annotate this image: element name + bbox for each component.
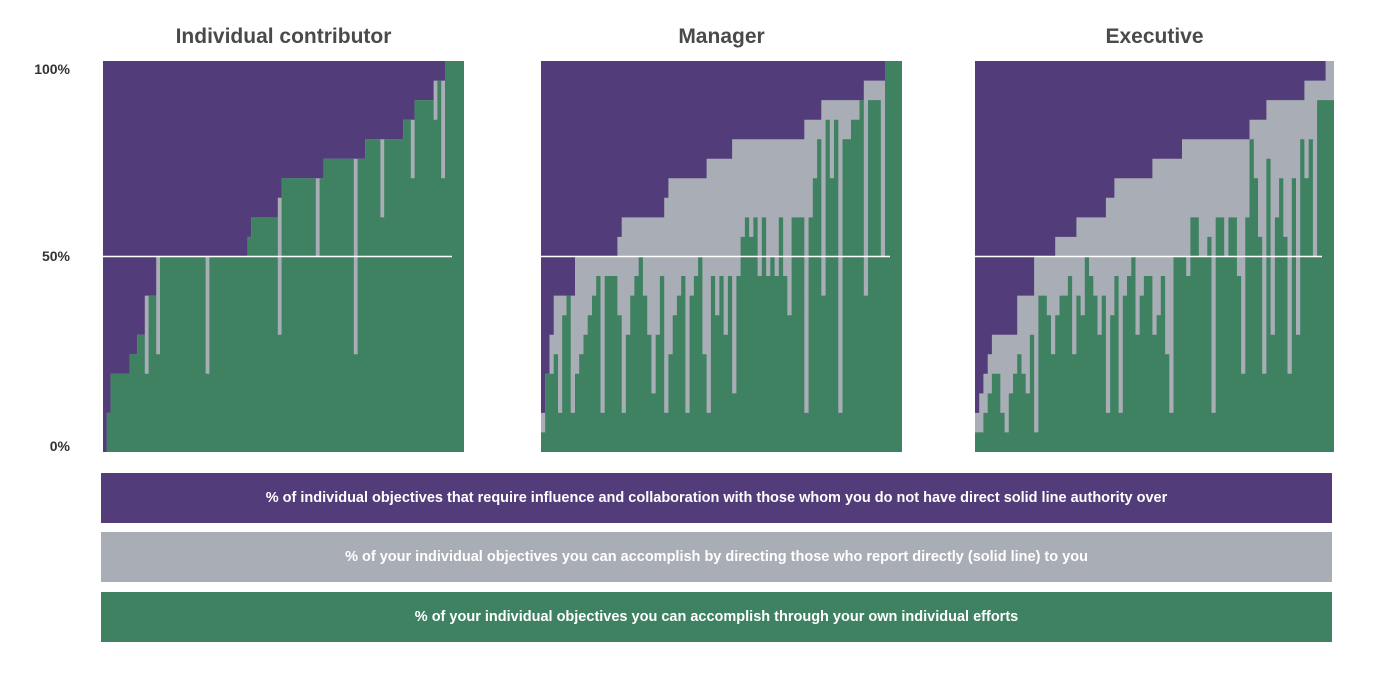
chart-panel-manager (541, 61, 902, 452)
y-tick-label-0: 0% (49, 438, 70, 454)
legend-bar-individual: % of your individual objectives you can … (101, 592, 1332, 642)
legend-bar-influence: % of individual objectives that require … (101, 473, 1332, 523)
legend-label-direct-reports: % of your individual objectives you can … (345, 549, 1088, 565)
legend-label-individual: % of your individual objectives you can … (414, 609, 1019, 625)
chart-title-individual-contributor: Individual contributor (175, 25, 392, 48)
y-tick-label-50: 50% (41, 248, 70, 264)
legend-label-influence: % of individual objectives that require … (265, 490, 1168, 506)
chart-title-manager: Manager (678, 25, 765, 48)
chart-title-executive: Executive (1105, 25, 1204, 48)
manager-individual-area (541, 61, 902, 452)
chart-panel-executive (975, 61, 1334, 452)
y-tick-label-100: 100% (34, 61, 70, 77)
executive-individual-area (975, 100, 1334, 452)
chart-panel-individual-contributor (103, 61, 464, 452)
legend-bar-direct-reports: % of your individual objectives you can … (101, 532, 1332, 582)
